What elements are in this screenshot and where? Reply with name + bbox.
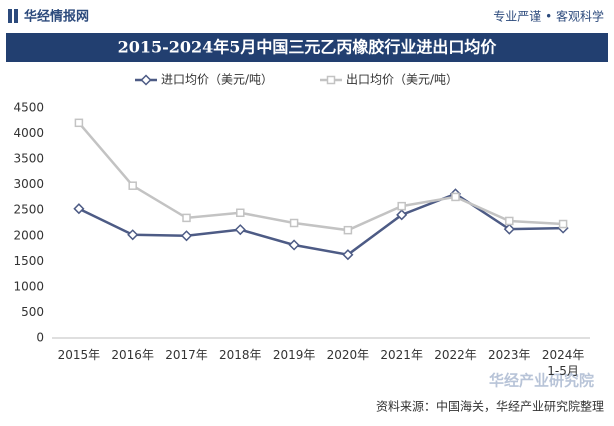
legend-label: 出口均价（美元/吨） xyxy=(346,73,458,87)
marker xyxy=(505,216,514,226)
y-tick-label: 1000 xyxy=(13,279,44,293)
chart-title: 2015-2024年5月中国三元乙丙橡胶行业进出口均价 xyxy=(118,38,498,57)
x-tick-label: 2019年 xyxy=(272,348,316,362)
x-tick-label: 2018年 xyxy=(219,348,262,362)
x-tick-label: 2023年 xyxy=(488,348,531,362)
marker xyxy=(140,74,152,86)
y-tick-label: 2500 xyxy=(13,203,44,217)
marker xyxy=(397,201,406,211)
series-line xyxy=(77,122,564,232)
x-tick-label: 2015年 xyxy=(57,348,101,362)
y-tick-label: 3000 xyxy=(13,177,44,191)
marker xyxy=(74,118,84,128)
y-tick-label: 4000 xyxy=(13,126,44,140)
marker xyxy=(73,203,85,215)
marker xyxy=(342,249,354,261)
marker xyxy=(236,208,245,218)
marker xyxy=(128,181,137,190)
series-line xyxy=(78,192,564,257)
x-tick-label: 2022年 xyxy=(434,348,477,362)
x-tick-label: 2016年 xyxy=(111,348,154,362)
title-bar xyxy=(6,33,608,62)
logo-icon xyxy=(14,9,18,23)
source: 资料来源：中国海关，华经产业研究院整理 xyxy=(376,399,604,414)
y-tick-label: 2000 xyxy=(13,228,44,242)
x-tick-label: 2020年 xyxy=(326,348,370,362)
y-tick-label: 1500 xyxy=(13,254,44,268)
y-tick-label: 4500 xyxy=(13,101,44,115)
marker xyxy=(182,213,191,223)
marker xyxy=(289,218,299,228)
slogan: 专业严谨 • 客观科学 xyxy=(493,9,604,24)
marker xyxy=(326,75,336,85)
brand: 华经情报网 xyxy=(24,9,89,25)
marker xyxy=(396,209,408,221)
logo-icon xyxy=(8,9,12,23)
x-tick-label: 2021年 xyxy=(380,348,423,362)
footer-logo: 华经产业研究院 xyxy=(489,372,594,390)
y-tick-label: 0 xyxy=(36,331,44,345)
marker xyxy=(558,219,568,229)
marker xyxy=(343,225,353,235)
marker xyxy=(503,223,515,235)
legend-label: 进口均价（美元/吨） xyxy=(161,73,273,87)
x-tick-label: 2024年 1-5月 xyxy=(541,348,585,378)
marker xyxy=(180,230,193,242)
marker xyxy=(234,224,246,236)
x-tick-label: 2017年 xyxy=(165,348,208,362)
y-tick-label: 500 xyxy=(21,305,44,319)
y-tick-label: 3500 xyxy=(13,152,44,166)
marker xyxy=(127,229,139,241)
marker xyxy=(451,192,460,202)
marker xyxy=(288,239,300,251)
